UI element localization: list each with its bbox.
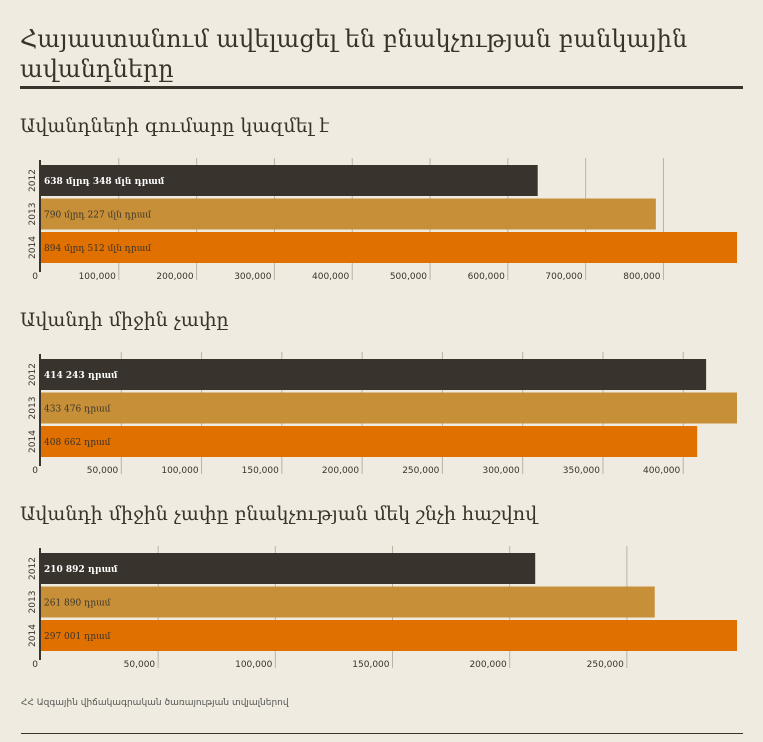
x-tick-label: 250,000 xyxy=(402,466,439,476)
page-title: Հայաստանում ավելացել են բնակչության բանկ… xyxy=(20,25,688,83)
x-tick-label: 200,000 xyxy=(469,660,506,670)
chart-deposit-per-capita: 0 50,000 100,000 150,000 200,000 250,000 210 8… xyxy=(0,546,763,671)
bar-2012 xyxy=(41,165,538,196)
x-tick-label: 100,000 xyxy=(161,466,198,476)
x-tick-label: 300,000 xyxy=(234,272,271,282)
data-label: 297 001 դրամ xyxy=(44,632,111,642)
bar-2013 xyxy=(41,586,655,618)
x-tick-label: 200,000 xyxy=(156,272,193,282)
data-label: 433 476 դրամ xyxy=(44,405,111,415)
x-tick-label: 500,000 xyxy=(390,272,427,282)
x-tick-label: 50,000 xyxy=(87,466,119,476)
chart-average-deposit: 0 50,000 100,000 150,000 200,000 250,000 300,0… xyxy=(0,352,763,477)
x-tick-label: 350,000 xyxy=(563,466,600,476)
source-note: ՀՀ Ազգային վիճակագրական ծառայության տվյա… xyxy=(21,698,289,708)
x-tick-label: 100,000 xyxy=(235,660,272,670)
data-label: 210 892 դրամ xyxy=(44,565,118,575)
x-tick-label: 100,000 xyxy=(79,272,116,282)
x-tick-label: 0 xyxy=(32,466,38,476)
x-tick-label: 600,000 xyxy=(468,272,505,282)
x-tick-label: 0 xyxy=(32,660,38,670)
data-label: 414 243 դրամ xyxy=(44,371,118,381)
y-category-label: 2014 xyxy=(28,430,38,453)
x-tick-label: 200,000 xyxy=(322,466,359,476)
x-tick-label: 50,000 xyxy=(124,660,156,670)
x-tick-label: 250,000 xyxy=(587,660,624,670)
footer-divider xyxy=(21,733,743,734)
data-label: 638 մլրդ 348 մլն դրամ xyxy=(44,177,165,187)
bar-2012 xyxy=(41,553,536,584)
data-label: 790 մլրդ 227 մլն դրամ xyxy=(44,211,151,221)
x-tick-label: 800,000 xyxy=(623,272,660,282)
x-tick-label: 300,000 xyxy=(482,466,519,476)
x-tick-label: 400,000 xyxy=(643,466,680,476)
y-category-label: 2013 xyxy=(28,397,38,420)
y-category-label: 2013 xyxy=(28,591,38,614)
bar-2014 xyxy=(41,232,737,263)
bar-2014 xyxy=(41,620,737,651)
bar-2013 xyxy=(41,392,737,424)
y-category-label: 2012 xyxy=(28,557,38,580)
bar-2012 xyxy=(41,359,707,390)
bar-2013 xyxy=(41,198,656,230)
data-label: 261 890 դրամ xyxy=(44,599,111,609)
y-category-label: 2012 xyxy=(28,363,38,386)
y-category-label: 2014 xyxy=(28,624,38,647)
y-category-label: 2013 xyxy=(28,203,38,226)
bar-2014 xyxy=(41,426,698,457)
data-label: 894 մլրդ 512 մլն դրամ xyxy=(44,244,151,254)
x-tick-label: 0 xyxy=(32,272,38,282)
x-tick-label: 400,000 xyxy=(312,272,349,282)
y-category-label: 2014 xyxy=(28,236,38,259)
chart-title-total-deposits: Ավանդների գումարը կազմել է xyxy=(20,115,330,137)
data-label: 408 662 դրամ xyxy=(44,438,111,448)
chart-total-deposits: 0 100,000 200,000 300,000 400,000 500,000 600,… xyxy=(0,158,763,283)
x-tick-label: 150,000 xyxy=(242,466,279,476)
chart-title-deposit-per-capita: Ավանդի միջին չափը բնակչության մեկ շնչի հ… xyxy=(20,503,538,525)
x-tick-label: 700,000 xyxy=(545,272,582,282)
chart-title-average-deposit: Ավանդի միջին չափը xyxy=(20,309,229,331)
y-category-label: 2012 xyxy=(28,169,38,192)
title-divider xyxy=(20,86,743,89)
x-tick-label: 150,000 xyxy=(352,660,389,670)
